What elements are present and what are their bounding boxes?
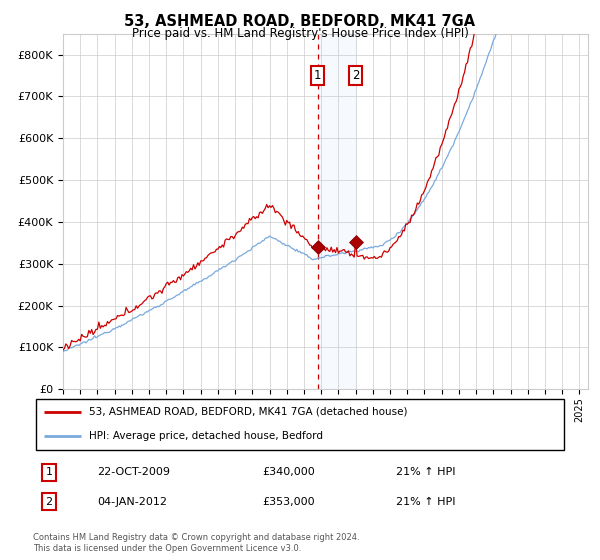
Text: 53, ASHMEAD ROAD, BEDFORD, MK41 7GA (detached house): 53, ASHMEAD ROAD, BEDFORD, MK41 7GA (det… — [89, 407, 407, 417]
Text: 22-OCT-2009: 22-OCT-2009 — [97, 468, 170, 478]
Text: 2: 2 — [352, 69, 359, 82]
Text: 21% ↑ HPI: 21% ↑ HPI — [396, 497, 455, 507]
Text: Price paid vs. HM Land Registry's House Price Index (HPI): Price paid vs. HM Land Registry's House … — [131, 27, 469, 40]
Text: 1: 1 — [46, 468, 53, 478]
Text: 1: 1 — [314, 69, 322, 82]
Text: Contains HM Land Registry data © Crown copyright and database right 2024.
This d: Contains HM Land Registry data © Crown c… — [33, 533, 359, 553]
Text: £353,000: £353,000 — [263, 497, 315, 507]
Text: HPI: Average price, detached house, Bedford: HPI: Average price, detached house, Bedf… — [89, 431, 323, 441]
FancyBboxPatch shape — [35, 399, 565, 450]
Text: 21% ↑ HPI: 21% ↑ HPI — [396, 468, 455, 478]
Text: 2: 2 — [46, 497, 53, 507]
Text: £340,000: £340,000 — [263, 468, 316, 478]
Text: 53, ASHMEAD ROAD, BEDFORD, MK41 7GA: 53, ASHMEAD ROAD, BEDFORD, MK41 7GA — [124, 14, 476, 29]
Bar — [317, 34, 356, 389]
Text: 04-JAN-2012: 04-JAN-2012 — [97, 497, 167, 507]
